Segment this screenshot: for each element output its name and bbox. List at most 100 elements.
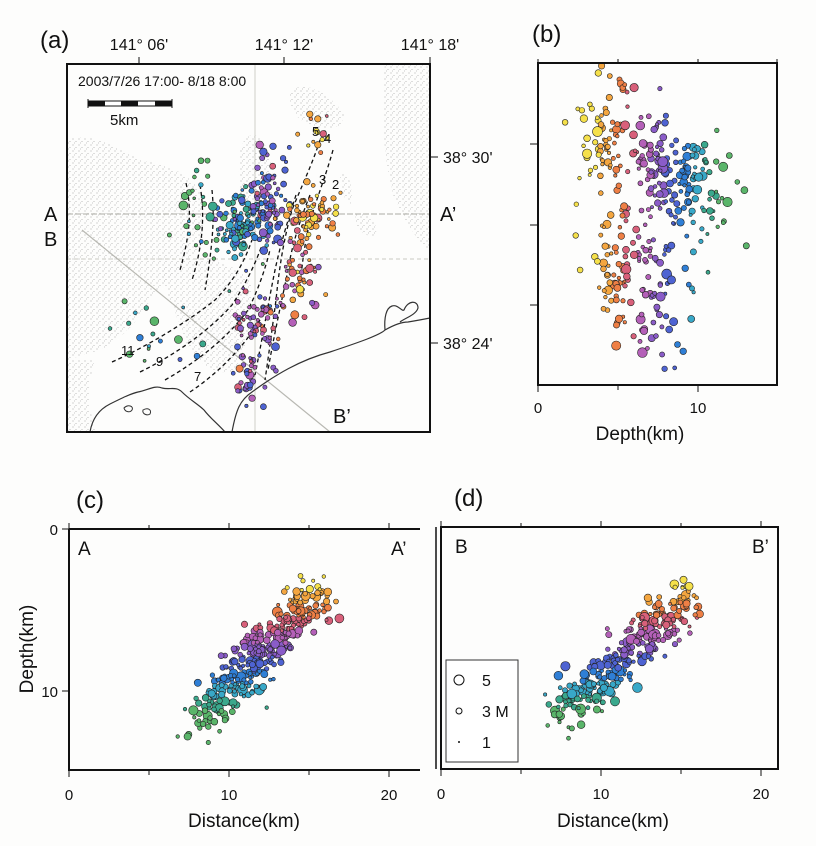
hypocenter-point <box>241 663 246 668</box>
hypocenter-point <box>279 635 285 641</box>
epicenter-point <box>219 198 225 204</box>
epicenter-point <box>260 179 266 185</box>
hypocenter-point <box>193 678 202 687</box>
epicenter-point <box>266 227 274 235</box>
legend-label: 5 <box>482 673 491 690</box>
epicenter-point <box>232 209 237 214</box>
hypocenter-point <box>666 247 672 253</box>
epicenter-point <box>287 262 292 267</box>
hypocenter-point <box>223 664 229 670</box>
hypocenter-point <box>692 612 698 618</box>
hypocenter-point <box>658 147 665 153</box>
hypocenter-point <box>218 682 225 689</box>
hypocenter-point <box>205 723 212 730</box>
hypocenter-point <box>268 677 273 682</box>
hypocenter-point <box>276 645 287 656</box>
hypocenter-point <box>334 613 345 624</box>
hypocenter-point <box>679 575 688 584</box>
hypocenter-point <box>605 631 613 638</box>
hypocenter-point <box>658 168 663 173</box>
hypocenter-point <box>638 115 644 120</box>
epicenter-point <box>150 331 156 337</box>
contour-label: 5 <box>312 124 319 139</box>
hypocenter-point <box>589 667 598 676</box>
contour-label: 2 <box>332 177 339 192</box>
hypocenter-point <box>690 248 697 256</box>
epicenter-point <box>252 332 258 338</box>
hypocenter-point <box>661 119 669 127</box>
hypocenter-point <box>674 207 683 215</box>
hypocenter-point <box>648 214 653 219</box>
epicenter-point <box>241 317 246 322</box>
hypocenter-point <box>232 673 237 678</box>
hypocenter-point <box>673 137 679 144</box>
epicenter-point <box>283 159 288 164</box>
hypocenter-point <box>646 239 652 245</box>
epicenter-point <box>216 210 224 218</box>
hypocenter-point <box>663 199 668 204</box>
lat-tick-label: 38° 30' <box>443 150 493 167</box>
hypocenter-point <box>545 701 552 708</box>
epicenter-point <box>304 235 310 241</box>
epicenter-point <box>262 336 268 341</box>
hypocenter-point <box>615 182 622 189</box>
hypocenter-point <box>638 311 645 318</box>
hypocenter-point <box>601 288 607 294</box>
hypocenter-point <box>597 121 605 128</box>
x-tick-label: 0 <box>65 787 73 804</box>
lat-tick-label: 38° 24' <box>443 336 493 353</box>
epicenter-point <box>203 240 209 246</box>
hypocenter-point <box>613 284 622 292</box>
epicenter-point <box>258 311 265 318</box>
panel-b-depth-plot: (b) 0 10 Depth(km) <box>530 21 778 445</box>
epicenter-point <box>295 285 305 294</box>
epicenter-point <box>259 147 268 156</box>
hypocenter-point <box>661 365 668 372</box>
x-tick-label: 20 <box>753 786 770 803</box>
legend-marker-m1 <box>458 741 460 743</box>
hypocenter-point <box>600 305 607 312</box>
hypocenter-point <box>587 101 593 108</box>
epicenter-point <box>286 144 292 150</box>
epicenter-point <box>315 234 321 240</box>
epicenter-point <box>310 183 316 188</box>
epicenter-point <box>250 208 257 215</box>
hypocenter-point <box>615 656 621 662</box>
hypocenter-point <box>684 191 690 198</box>
hypocenter-point <box>673 214 678 220</box>
hypocenter-point <box>656 258 664 267</box>
hypocenter-point <box>569 725 575 732</box>
hypocenter-point <box>295 608 302 614</box>
epicenter-point <box>199 239 204 244</box>
hypocenter-point <box>207 689 216 698</box>
epicenter-point <box>272 181 277 186</box>
epicenter-point <box>257 353 262 358</box>
hypocenter-point <box>563 699 568 705</box>
epicenter-point <box>252 329 257 334</box>
epicenter-point <box>190 188 195 193</box>
epicenter-point <box>245 314 250 319</box>
hypocenter-point <box>709 215 715 221</box>
panel-c-ticks <box>62 523 390 777</box>
epicenter-point <box>246 321 254 329</box>
hypocenter-point <box>193 695 199 702</box>
epicenter-point <box>233 192 239 199</box>
hypocenter-point <box>333 598 339 605</box>
legend-marker-m3 <box>455 707 463 715</box>
panel-c-hypocenters <box>175 573 345 745</box>
hypocenter-point <box>182 706 188 712</box>
hypocenter-point <box>659 351 665 358</box>
epicenter-point <box>335 232 341 237</box>
hypocenter-point <box>674 627 680 633</box>
legend-marker-m5 <box>453 674 465 686</box>
panel-c-cross-section: (c) 0 10 0 10 20 Distance(km) Depth(km) … <box>17 487 420 832</box>
epicenter-point <box>306 143 311 148</box>
epicenter-point <box>305 243 313 250</box>
epicenter-point <box>264 243 269 248</box>
epicenter-point <box>216 232 221 237</box>
hypocenter-point <box>600 683 608 692</box>
epicenter-point <box>265 315 271 321</box>
hypocenter-point <box>585 705 591 711</box>
hypocenter-point <box>671 624 677 629</box>
epicenter-point <box>231 254 239 261</box>
